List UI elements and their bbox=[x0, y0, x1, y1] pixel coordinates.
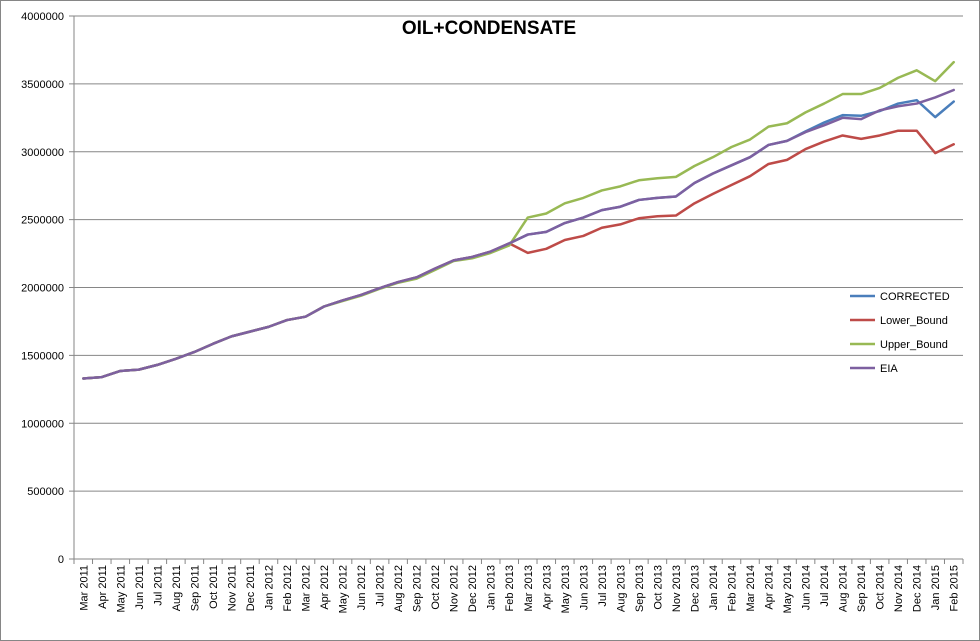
x-tick-label: Feb 2015 bbox=[949, 565, 961, 611]
y-tick-label: 4000000 bbox=[21, 11, 64, 23]
x-tick-label: Jan 2015 bbox=[930, 565, 942, 610]
x-tick-label: Mar 2013 bbox=[523, 565, 535, 611]
gridlines bbox=[74, 15, 963, 492]
y-tick-label: 1500000 bbox=[21, 350, 64, 362]
x-axis-tick-labels: Mar 2011 Apr 2011 May 2011 Jun 2011 Jul 2011… bbox=[78, 565, 960, 613]
x-tick-label: Oct 2014 bbox=[875, 565, 887, 610]
x-tick-label: Jun 2014 bbox=[801, 565, 813, 610]
y-tick-label: 2000000 bbox=[21, 283, 64, 295]
x-tick-label: Aug 2013 bbox=[615, 565, 627, 612]
x-tick-label: Aug 2014 bbox=[838, 565, 850, 612]
legend-item: EIA bbox=[850, 363, 898, 375]
x-tick-label: Jun 2011 bbox=[134, 565, 146, 609]
series-line-eia bbox=[82, 88, 955, 380]
x-tick-label: Dec 2012 bbox=[467, 565, 479, 612]
x-tick-label: May 2013 bbox=[560, 565, 572, 613]
y-tick-label: 1000000 bbox=[21, 418, 64, 430]
legend-item: Lower_Bound bbox=[850, 315, 948, 327]
x-tick-label: Oct 2012 bbox=[430, 565, 442, 610]
axes bbox=[69, 15, 964, 564]
legend-item: CORRECTED bbox=[850, 291, 950, 303]
x-tick-label: Aug 2012 bbox=[393, 565, 405, 612]
x-tick-label: Nov 2013 bbox=[671, 565, 683, 612]
x-tick-label: Jul 2013 bbox=[597, 565, 609, 607]
x-tick-label: Dec 2013 bbox=[689, 565, 701, 612]
x-tick-label: Jan 2014 bbox=[708, 565, 720, 610]
y-tick-label: 3500000 bbox=[21, 79, 64, 91]
x-tick-label: Sep 2012 bbox=[412, 565, 424, 612]
x-tick-label: Sep 2014 bbox=[856, 565, 868, 612]
x-tick-label: May 2011 bbox=[115, 565, 127, 613]
y-tick-label: 3000000 bbox=[21, 147, 64, 159]
legend-label: CORRECTED bbox=[880, 291, 950, 303]
x-tick-label: Feb 2013 bbox=[504, 565, 516, 611]
x-tick-label: Jan 2012 bbox=[263, 565, 275, 610]
x-tick-label: Aug 2011 bbox=[171, 565, 183, 611]
x-tick-label: Jun 2013 bbox=[578, 565, 590, 610]
x-tick-label: Apr 2012 bbox=[319, 565, 331, 610]
legend-label: Lower_Bound bbox=[880, 315, 948, 327]
x-tick-label: Nov 2011 bbox=[226, 565, 238, 611]
legend-item: Upper_Bound bbox=[850, 339, 948, 351]
x-tick-label: Jul 2011 bbox=[152, 565, 164, 606]
y-tick-label: 0 bbox=[58, 554, 64, 566]
x-tick-label: Dec 2014 bbox=[912, 565, 924, 612]
legend-label: Upper_Bound bbox=[880, 339, 948, 351]
y-tick-label: 500000 bbox=[27, 486, 64, 498]
legend: CORRECTED Lower_Bound Upper_Bound EIA bbox=[850, 291, 950, 375]
x-tick-label: Apr 2013 bbox=[541, 565, 553, 610]
x-tick-label: Sep 2011 bbox=[189, 565, 201, 611]
x-tick-label: Mar 2012 bbox=[301, 565, 313, 611]
y-tick-label: 2500000 bbox=[21, 215, 64, 227]
series-lines bbox=[82, 60, 955, 380]
x-tick-label: Nov 2014 bbox=[893, 565, 905, 612]
x-tick-label: Nov 2012 bbox=[449, 565, 461, 612]
x-tick-label: Mar 2014 bbox=[745, 565, 757, 611]
x-tick-label: Oct 2011 bbox=[208, 565, 220, 609]
x-tick-label: Apr 2011 bbox=[97, 565, 109, 609]
x-tick-label: Jun 2012 bbox=[356, 565, 368, 610]
x-tick-label: Mar 2011 bbox=[78, 565, 90, 611]
x-tick-label: Apr 2014 bbox=[764, 565, 776, 610]
chart-title: OIL+CONDENSATE bbox=[402, 18, 576, 39]
x-tick-label: Feb 2014 bbox=[726, 565, 738, 611]
legend-label: EIA bbox=[880, 363, 898, 375]
x-tick-label: Sep 2013 bbox=[634, 565, 646, 612]
x-tick-label: Jan 2013 bbox=[486, 565, 498, 610]
x-tick-label: Jul 2014 bbox=[819, 565, 831, 607]
x-tick-label: Feb 2012 bbox=[282, 565, 294, 611]
x-tick-label: Dec 2011 bbox=[245, 565, 257, 611]
x-tick-label: Oct 2013 bbox=[652, 565, 664, 610]
x-tick-label: May 2012 bbox=[338, 565, 350, 613]
x-tick-label: Jul 2012 bbox=[375, 565, 387, 607]
x-tick-label: May 2014 bbox=[782, 565, 794, 613]
y-axis-tick-labels: 0 500000 1000000 1500000 2000000 2500000 30000… bbox=[21, 11, 64, 566]
